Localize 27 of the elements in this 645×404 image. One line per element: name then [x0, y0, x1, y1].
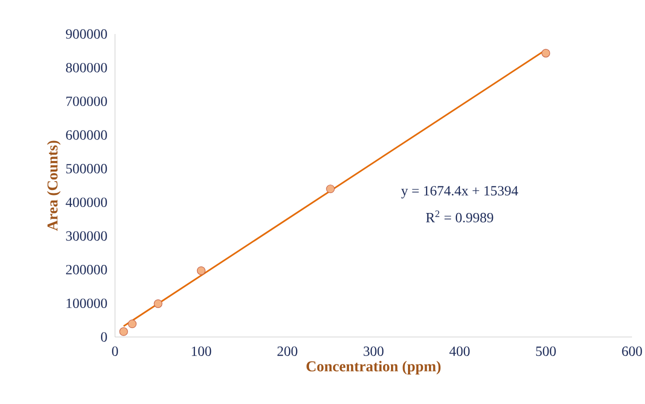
y-tick-label: 0 — [101, 332, 107, 342]
y-tick-label: 800000 — [66, 62, 107, 72]
point — [154, 299, 162, 308]
x-tick-label: 200 — [277, 346, 298, 356]
y-tick-label: 700000 — [66, 96, 107, 106]
y-tick-label: 200000 — [66, 264, 107, 274]
y-tick-label: 400000 — [66, 198, 107, 208]
y-tick-label: 500000 — [66, 164, 107, 174]
y-axis-title: Area (Counts) — [47, 140, 61, 231]
point — [119, 327, 128, 336]
x-tick-label: 500 — [536, 346, 556, 356]
y-tick-label: 300000 — [66, 231, 107, 241]
y-tick-label: 600000 — [66, 130, 107, 140]
point — [128, 320, 137, 328]
annotation: y = 1674.4x + 15394 — [401, 186, 518, 198]
point — [326, 184, 335, 194]
y-tick-label: 900000 — [66, 29, 107, 39]
y-tick-label: 100000 — [66, 298, 107, 308]
x-tick-label: 600 — [622, 346, 642, 356]
x-tick-label: 400 — [449, 346, 470, 356]
x-tick-label: 300 — [364, 346, 384, 356]
point — [542, 48, 550, 58]
x-tick-label: 100 — [192, 346, 212, 356]
x-tick-label: 0 — [112, 346, 118, 356]
x-axis-title: Concentration (ppm) — [306, 360, 441, 374]
annotation: R$^{2}$ = 0.9989 — [426, 210, 494, 222]
point — [196, 266, 206, 275]
